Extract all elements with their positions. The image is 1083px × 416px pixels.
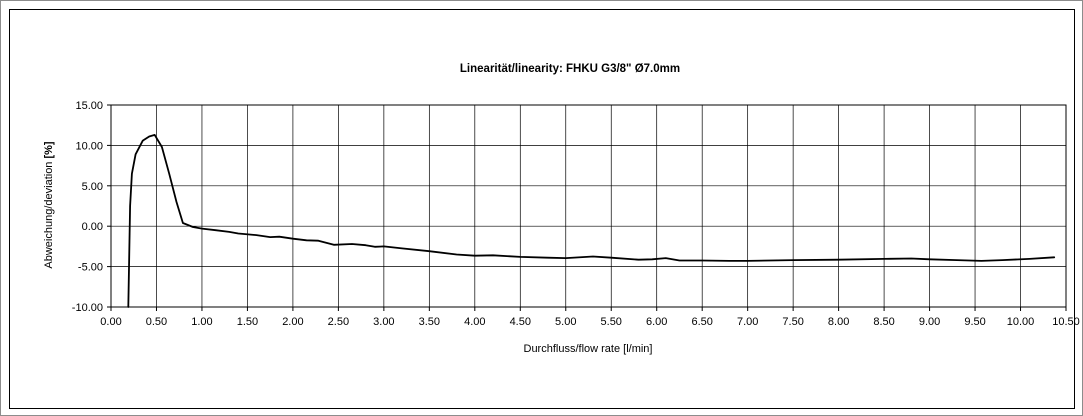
y-axis-title-unit: [%] xyxy=(43,141,55,158)
x-tick-label: 7.50 xyxy=(782,316,803,328)
plot-area-border xyxy=(110,104,1067,308)
y-tick-label: 0.00 xyxy=(82,221,103,233)
gridlines xyxy=(111,105,1066,307)
x-tick-label: 5.50 xyxy=(601,316,622,328)
x-tick-label: 6.00 xyxy=(646,316,667,328)
x-tick-label: 2.50 xyxy=(328,316,349,328)
x-tick-label: 0.00 xyxy=(100,316,121,328)
data-series xyxy=(127,133,1056,308)
y-axis-title: Abweichung/deviation [%] xyxy=(43,141,55,269)
x-tick-label: 6.50 xyxy=(691,316,712,328)
y-tick-label: -10.00 xyxy=(72,302,103,314)
x-tick-label: 1.00 xyxy=(191,316,212,328)
y-axis-title-main: Abweichung/deviation xyxy=(43,159,55,269)
y-tick-label: 10.00 xyxy=(75,140,103,152)
y-tick-label: -5.00 xyxy=(78,262,103,274)
x-tick-label: 8.50 xyxy=(873,316,894,328)
chart-area xyxy=(9,9,1075,409)
series-line xyxy=(127,133,1056,308)
axis-ticks: 0.00 0.50 1.00 1.50 2.00 2.50 3.00 3.50 4.00 4.50… xyxy=(72,100,1080,328)
chart-title: Linearität/linearity: FHKU G3/8" Ø7.0mm xyxy=(460,63,680,75)
y-tick-label: 15.00 xyxy=(75,100,103,112)
x-tick-label: 3.50 xyxy=(419,316,440,328)
x-tick-label: 9.00 xyxy=(919,316,940,328)
x-tick-label: 5.00 xyxy=(555,316,576,328)
x-tick-label: 8.00 xyxy=(828,316,849,328)
x-tick-label: 4.00 xyxy=(464,316,485,328)
x-tick-label: 10.50 xyxy=(1052,316,1080,328)
x-tick-label: 1.50 xyxy=(237,316,258,328)
x-tick-label: 9.50 xyxy=(964,316,985,328)
x-tick-label: 0.50 xyxy=(146,316,167,328)
x-tick-label: 2.00 xyxy=(282,316,303,328)
y-tick-label: 5.00 xyxy=(82,181,103,193)
x-tick-label: 4.50 xyxy=(510,316,531,328)
x-tick-label: 3.00 xyxy=(373,316,394,328)
x-tick-label: 7.00 xyxy=(737,316,758,328)
x-axis-title: Durchfluss/flow rate [l/min] xyxy=(524,343,653,355)
x-tick-label: 10.00 xyxy=(1007,316,1035,328)
